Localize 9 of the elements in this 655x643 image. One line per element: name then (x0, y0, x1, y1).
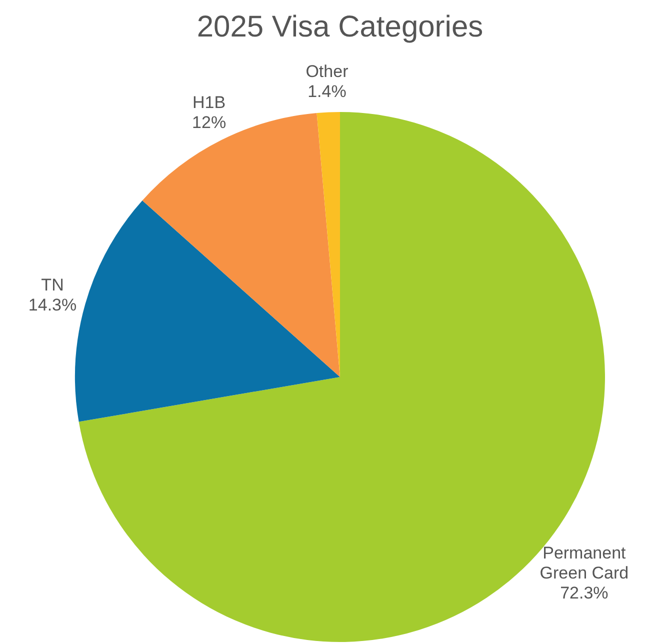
slice-label: H1B (192, 93, 226, 112)
data-label: 72.3% (560, 583, 608, 602)
data-label: 14.3% (28, 295, 77, 314)
data-label: 1.4% (308, 82, 346, 101)
slice-label: Other (306, 62, 349, 81)
chart-title: 2025 Visa Categories (196, 10, 484, 44)
slice-label: TN (41, 275, 64, 294)
slice-label: Permanent Green Card (540, 543, 629, 582)
data-label: 12% (192, 113, 226, 132)
